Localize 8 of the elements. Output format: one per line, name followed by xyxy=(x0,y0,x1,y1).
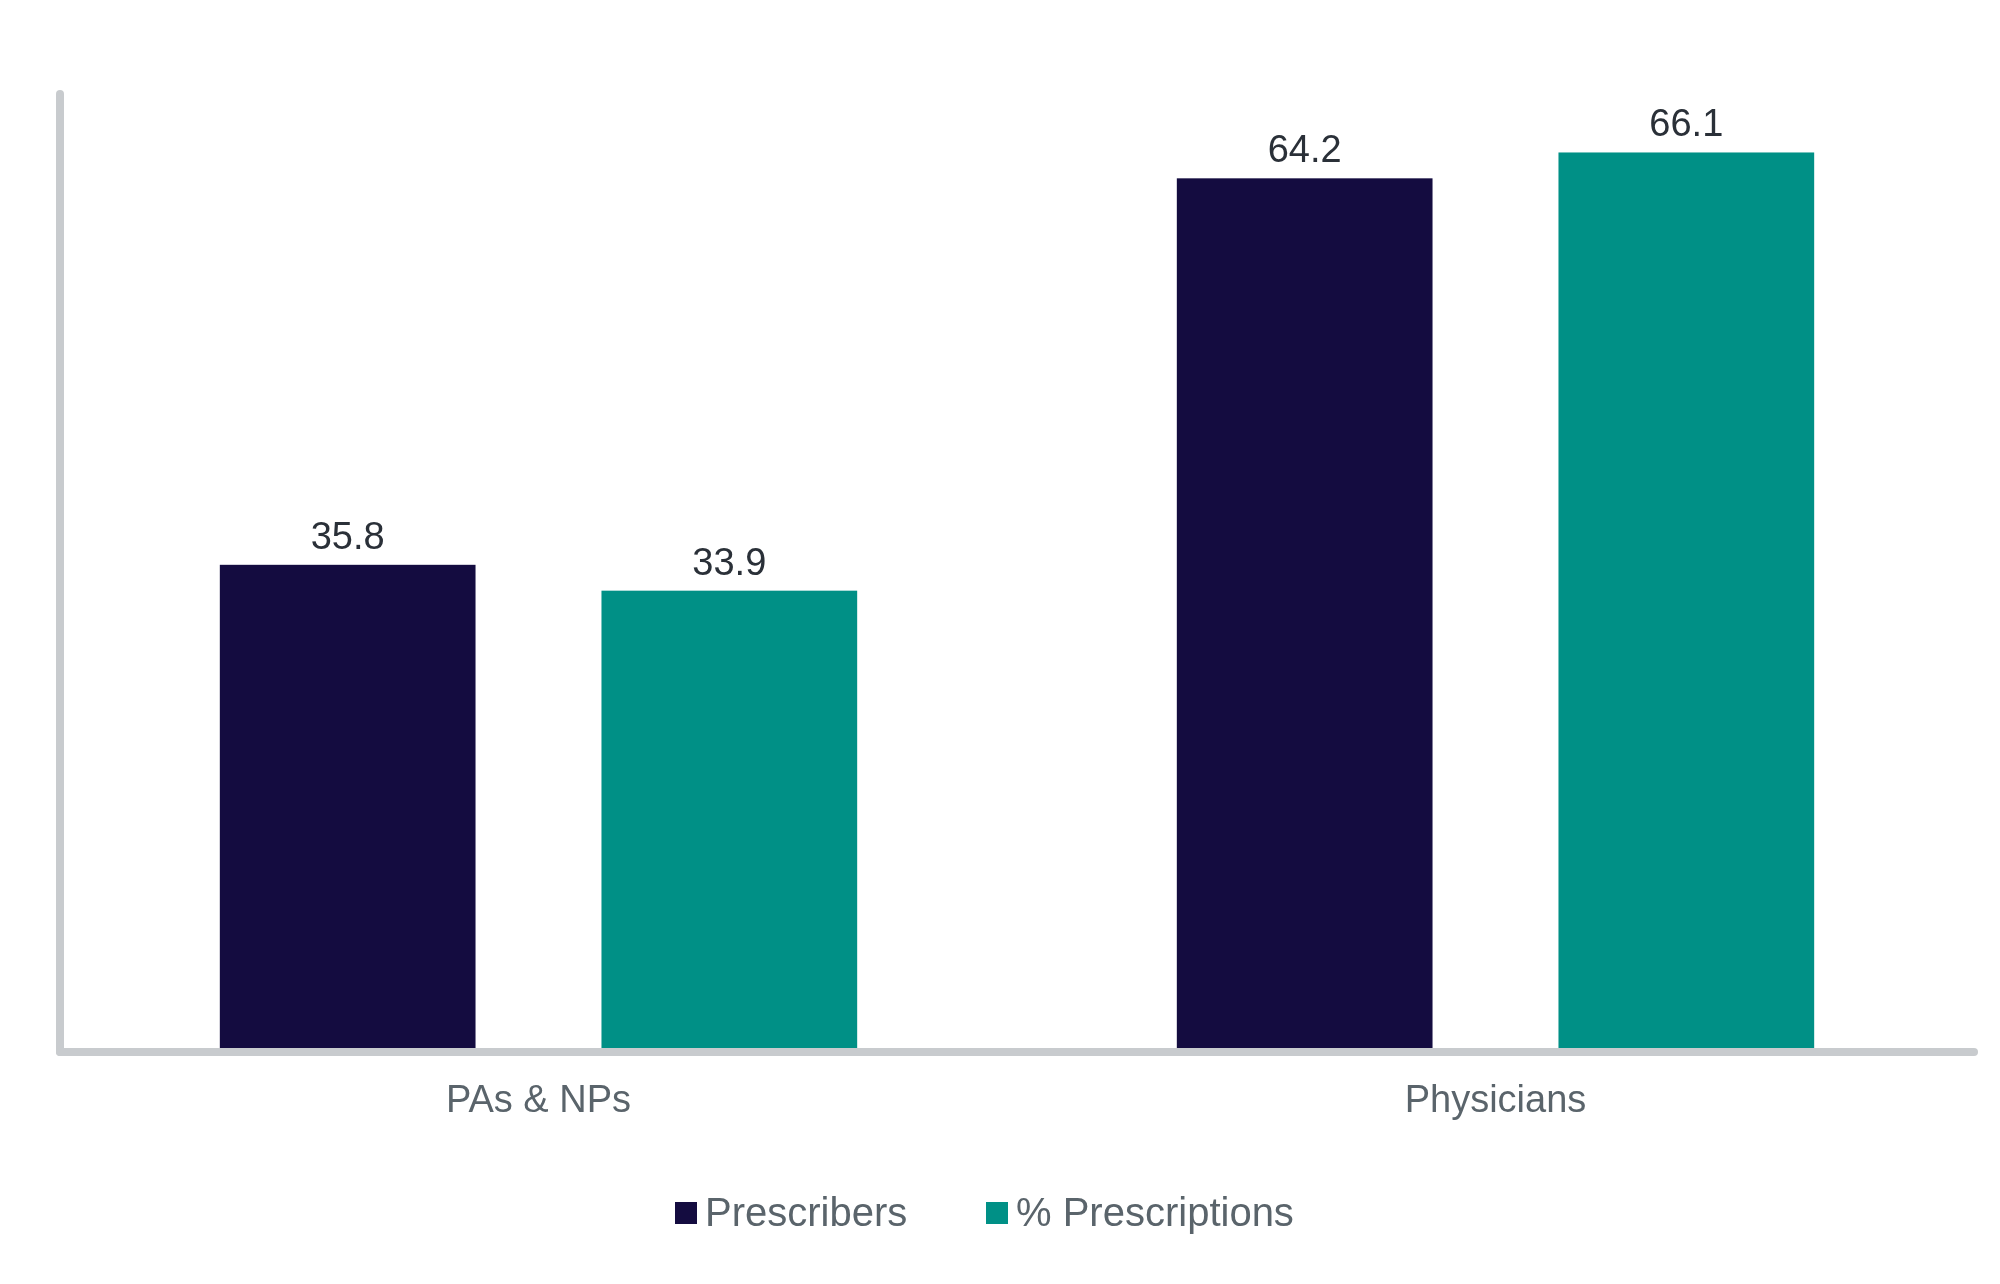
x-tick-label: PAs & NPs xyxy=(445,1078,632,1120)
legend-label: Prescribers xyxy=(705,1190,908,1234)
legend-label: % Prescriptions xyxy=(1016,1190,1294,1234)
data-label: 33.9 xyxy=(692,540,767,583)
data-label: 64.2 xyxy=(1267,128,1342,171)
data-label: 35.8 xyxy=(310,514,385,557)
x-tick-label: Physicians xyxy=(1404,1078,1587,1120)
data-label: 66.1 xyxy=(1649,102,1724,145)
